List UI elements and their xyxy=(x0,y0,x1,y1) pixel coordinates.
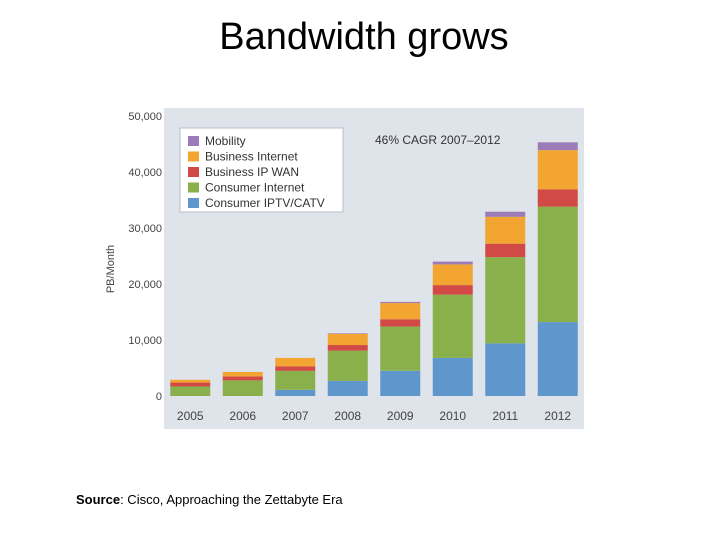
x-tick-label: 2012 xyxy=(544,409,571,423)
legend-label: Consumer Internet xyxy=(205,181,305,195)
bar-segment xyxy=(327,350,368,381)
bar-segment xyxy=(537,142,578,151)
source-text: : Cisco, Approaching the Zettabyte Era xyxy=(120,492,343,507)
bar-segment xyxy=(222,376,263,381)
legend-swatch xyxy=(188,151,199,162)
x-tick-label: 2011 xyxy=(492,409,518,423)
legend-swatch xyxy=(188,182,199,193)
y-tick-label: 50,000 xyxy=(128,111,162,123)
bar-segment xyxy=(327,380,368,396)
x-tick-label: 2009 xyxy=(387,409,414,423)
bar-segment xyxy=(380,370,421,396)
chart-canvas: PB/Month 0 10,000 20,000 30,000 40,000 50,000… xyxy=(105,108,584,429)
bars xyxy=(170,142,578,396)
stacked-bar-chart: PB/Month 0 10,000 20,000 30,000 40,000 50,000… xyxy=(100,104,590,434)
bar-segment xyxy=(327,333,368,334)
bar-segment xyxy=(485,211,526,217)
y-tick-label: 30,000 xyxy=(128,223,162,235)
bar-segment xyxy=(432,261,473,265)
bar-segment xyxy=(537,150,578,190)
bar-segment xyxy=(170,386,211,396)
y-axis-label: PB/Month xyxy=(105,245,117,293)
x-tick-label: 2008 xyxy=(334,409,361,423)
x-tick-label: 2005 xyxy=(177,409,204,423)
bar-segment xyxy=(432,285,473,295)
legend-label: Business Internet xyxy=(205,150,298,164)
bar-segment xyxy=(170,379,211,383)
y-tick-label: 10,000 xyxy=(128,335,162,347)
bar-segment xyxy=(380,326,421,371)
bar-segment xyxy=(380,303,421,320)
bar-segment xyxy=(275,366,316,371)
bar-segment xyxy=(432,294,473,358)
bar-segment xyxy=(222,371,263,377)
x-tick-label: 2007 xyxy=(282,409,309,423)
bar-segment xyxy=(537,189,578,207)
slide-title: Bandwidth grows xyxy=(219,16,509,58)
legend-swatch xyxy=(188,136,199,146)
x-tick-label: 2006 xyxy=(229,409,256,423)
bar-segment xyxy=(485,343,526,396)
bar-segment xyxy=(222,380,263,396)
bar-segment xyxy=(327,345,368,351)
bar-segment xyxy=(485,216,526,244)
legend-swatch xyxy=(188,167,199,177)
legend-label: Mobility xyxy=(205,134,246,148)
bar-segment xyxy=(275,370,316,390)
source-label: Source xyxy=(76,492,121,507)
bar-segment xyxy=(537,206,578,323)
bar-segment xyxy=(170,382,211,387)
x-tick-label: 2010 xyxy=(439,409,466,423)
bar-segment xyxy=(432,357,473,396)
bar-segment xyxy=(485,257,526,344)
cagr-annotation: 46% CAGR 2007–2012 xyxy=(375,133,501,147)
y-tick-label: 0 xyxy=(156,391,162,403)
bar-segment xyxy=(275,357,316,367)
bar-segment xyxy=(485,243,526,258)
legend-swatch xyxy=(188,198,199,208)
bar-segment xyxy=(380,301,421,304)
bar-segment xyxy=(380,319,421,327)
bar-segment xyxy=(432,264,473,286)
legend-label: Consumer IPTV/CATV xyxy=(205,196,325,210)
y-tick-label: 20,000 xyxy=(128,279,162,291)
y-tick-label: 40,000 xyxy=(128,167,162,179)
y-axis-ticks: 0 10,000 20,000 30,000 40,000 50,000 xyxy=(128,111,162,403)
bar-segment xyxy=(275,389,316,396)
x-axis-ticks: 2005 2006 2007 2008 2009 2010 2011 2012 xyxy=(177,409,572,423)
source-note: Source: Cisco, Approaching the Zettabyte… xyxy=(76,492,343,507)
legend-label: Business IP WAN xyxy=(205,165,299,179)
bar-segment xyxy=(537,322,578,396)
legend-box xyxy=(179,127,344,213)
bar-segment xyxy=(327,333,368,346)
